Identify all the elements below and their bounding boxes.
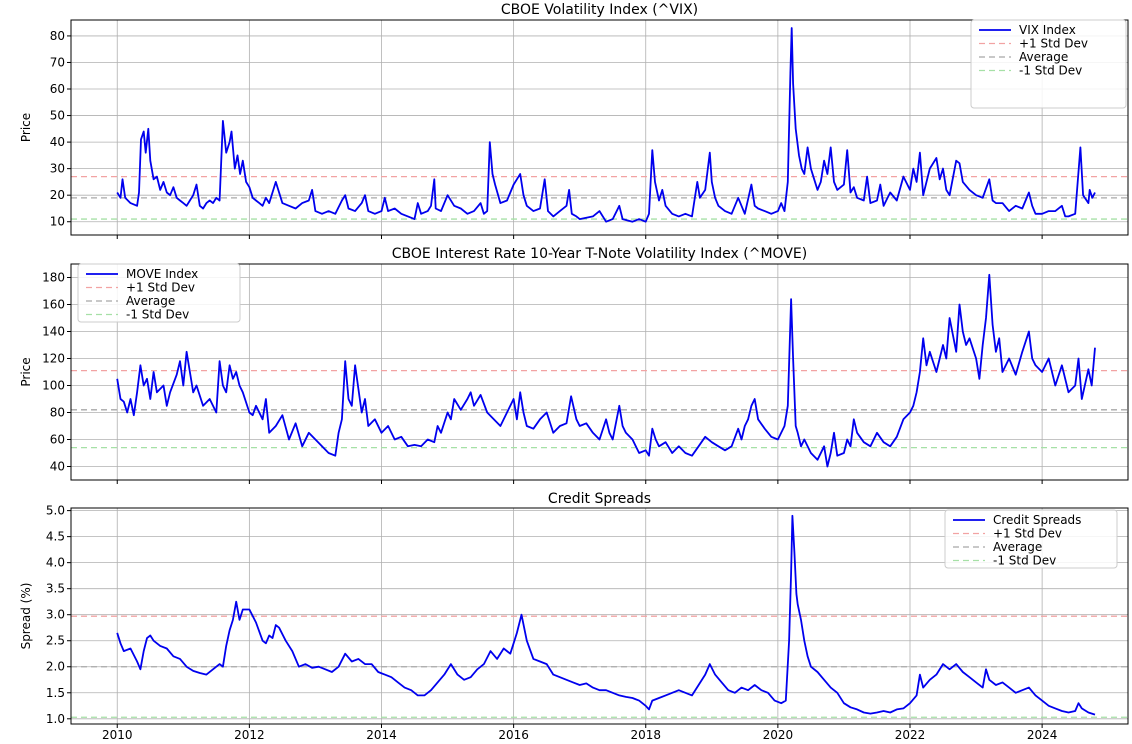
- legend-label: +1 Std Dev: [1019, 37, 1088, 51]
- y-tick-label: 5.0: [46, 504, 65, 518]
- panel-2: 40 60 80 100 120 140 160 180 CBOE Interest Rate …: [19, 246, 1129, 484]
- legend-label: +1 Std Dev: [126, 281, 195, 295]
- y-tick-label: 100: [42, 379, 65, 393]
- legend-label: Average: [1019, 50, 1068, 64]
- y-axis-label: Price: [19, 113, 33, 142]
- y-tick-label: 2.5: [46, 634, 65, 648]
- x-tick-label: 2010: [102, 728, 133, 742]
- panel-1: 10 20 30 40 50 60 70 80 CBOE Volatility Index (^…: [19, 2, 1129, 239]
- x-tick-label: 2020: [763, 728, 794, 742]
- x-tick-label: 2012: [234, 728, 265, 742]
- y-tick-label: 10: [50, 215, 65, 229]
- legend-box: [970, 19, 1127, 109]
- chart-title: CBOE Volatility Index (^VIX): [501, 2, 698, 18]
- x-tick-label: 2022: [895, 728, 926, 742]
- chart-title: CBOE Interest Rate 10-Year T-Note Volati…: [392, 246, 807, 262]
- legend-label: +1 Std Dev: [993, 527, 1062, 541]
- legend-label: VIX Index: [1019, 23, 1076, 37]
- legend-label: Average: [126, 294, 175, 308]
- y-tick-label: 140: [42, 325, 65, 339]
- y-tick-label: 80: [50, 406, 65, 420]
- y-tick-label: 4.0: [46, 556, 65, 570]
- y-tick-label: 20: [50, 188, 65, 202]
- x-tick-label: 2018: [630, 728, 661, 742]
- y-tick-label: 120: [42, 352, 65, 366]
- series-line: [116, 27, 1096, 223]
- panel-3: 1.0 1.5 2.0 2.5 3.0 3.5 4.0 4.5 5.0 2010 2012 2014 2…: [19, 491, 1129, 742]
- x-tick-label: 2024: [1027, 728, 1058, 742]
- y-tick-label: 60: [50, 82, 65, 96]
- plot-frame: [70, 19, 1129, 236]
- plot-frame: [70, 507, 1129, 725]
- x-tick-label: 2016: [498, 728, 529, 742]
- y-axis-label: Price: [19, 357, 33, 386]
- legend-label: MOVE Index: [126, 267, 198, 281]
- y-tick-label: 1.5: [46, 686, 65, 700]
- y-tick-label: 160: [42, 298, 65, 312]
- y-tick-label: 3.5: [46, 582, 65, 596]
- y-tick-label: 180: [42, 271, 65, 285]
- chart-title: Credit Spreads: [548, 491, 651, 507]
- y-tick-label: 3.0: [46, 608, 65, 622]
- y-tick-label: 50: [50, 109, 65, 123]
- y-tick-label: 60: [50, 433, 65, 447]
- legend-label: Credit Spreads: [993, 513, 1081, 527]
- y-tick-label: 1.0: [46, 712, 65, 726]
- series-line: [116, 273, 1096, 468]
- y-tick-label: 40: [50, 135, 65, 149]
- y-tick-label: 70: [50, 55, 65, 69]
- y-tick-label: 30: [50, 162, 65, 176]
- y-tick-label: 40: [50, 460, 65, 474]
- y-tick-label: 2.0: [46, 660, 65, 674]
- series-line: [116, 514, 1096, 716]
- legend-label: -1 Std Dev: [993, 554, 1056, 568]
- y-axis-label: Spread (%): [19, 583, 33, 650]
- legend-box: [944, 509, 1118, 569]
- plot-frame: [70, 263, 1129, 481]
- legend-label: -1 Std Dev: [1019, 64, 1082, 78]
- legend-box: [77, 263, 241, 323]
- y-tick-label: 4.5: [46, 530, 65, 544]
- y-tick-label: 80: [50, 29, 65, 43]
- legend-label: Average: [993, 540, 1042, 554]
- x-tick-label: 2014: [366, 728, 397, 742]
- legend-label: -1 Std Dev: [126, 308, 189, 322]
